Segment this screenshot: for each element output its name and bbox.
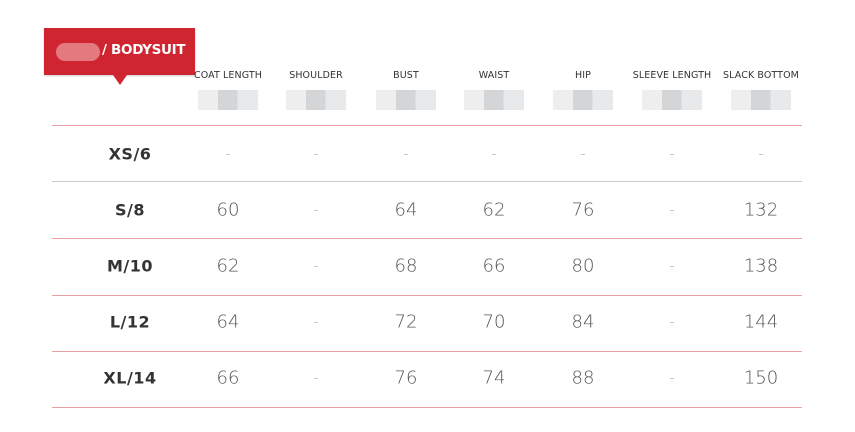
column-header: COAT LENGTH (194, 70, 262, 81)
measurement-cell: 144 (743, 311, 779, 333)
size-label: L/12 (109, 312, 151, 332)
measurement-cell: 76 (394, 367, 418, 389)
measurement-cell: - (758, 146, 764, 162)
size-label: XS/6 (108, 144, 152, 164)
measurement-cell: - (313, 146, 319, 162)
measurement-cell: - (313, 370, 319, 386)
row-divider (52, 295, 802, 296)
measurement-cell: - (669, 258, 675, 274)
measurement-cell: 72 (394, 311, 418, 333)
measurement-cell: 66 (482, 255, 506, 277)
measurement-cell: 88 (571, 367, 595, 389)
measurement-cell: 64 (216, 311, 240, 333)
column-header: WAIST (478, 70, 510, 81)
blurred-subheader (286, 90, 346, 110)
measurement-cell: - (313, 258, 319, 274)
column-header: SLACK BOTTOM (723, 70, 799, 81)
measurement-cell: 138 (743, 255, 779, 277)
size-label: XL/14 (103, 368, 157, 388)
row-divider (52, 351, 802, 352)
measurement-cell: - (669, 370, 675, 386)
measurement-cell: - (225, 146, 231, 162)
column-header: HIP (575, 70, 591, 81)
blurred-subheader (198, 90, 258, 110)
row-divider (52, 238, 802, 239)
blurred-subheader (731, 90, 791, 110)
blurred-subheader (553, 90, 613, 110)
measurement-cell: 62 (482, 199, 506, 221)
measurement-cell: 64 (394, 199, 418, 221)
measurement-cell: - (403, 146, 409, 162)
measurement-cell: 84 (571, 311, 595, 333)
measurement-cell: 76 (571, 199, 595, 221)
measurement-cell: 132 (743, 199, 779, 221)
measurement-cell: - (313, 202, 319, 218)
blurred-label (56, 43, 100, 61)
column-header: BUST (393, 70, 419, 81)
measurement-cell: - (669, 202, 675, 218)
measurement-cell: - (669, 146, 675, 162)
blurred-subheader (642, 90, 702, 110)
measurement-cell: 62 (216, 255, 240, 277)
measurement-cell: 68 (394, 255, 418, 277)
measurement-cell: 74 (482, 367, 506, 389)
measurement-cell: 60 (216, 199, 240, 221)
size-label: S/8 (115, 200, 145, 220)
measurement-cell: - (669, 314, 675, 330)
measurement-cell: - (491, 146, 497, 162)
category-title: / BODYSUIT (102, 42, 186, 58)
measurement-cell: 66 (216, 367, 240, 389)
row-divider (52, 125, 802, 126)
row-divider (52, 407, 802, 408)
category-tag: / BODYSUIT (44, 28, 195, 85)
measurement-cell: - (313, 314, 319, 330)
column-header: SHOULDER (289, 70, 343, 81)
measurement-cell: 80 (571, 255, 595, 277)
measurement-cell: - (580, 146, 586, 162)
row-divider (52, 181, 802, 182)
measurement-cell: 150 (743, 367, 779, 389)
measurement-cell: 70 (482, 311, 506, 333)
blurred-subheader (464, 90, 524, 110)
size-label: M/10 (106, 256, 154, 276)
column-header: SLEEVE LENGTH (632, 70, 712, 81)
blurred-subheader (376, 90, 436, 110)
